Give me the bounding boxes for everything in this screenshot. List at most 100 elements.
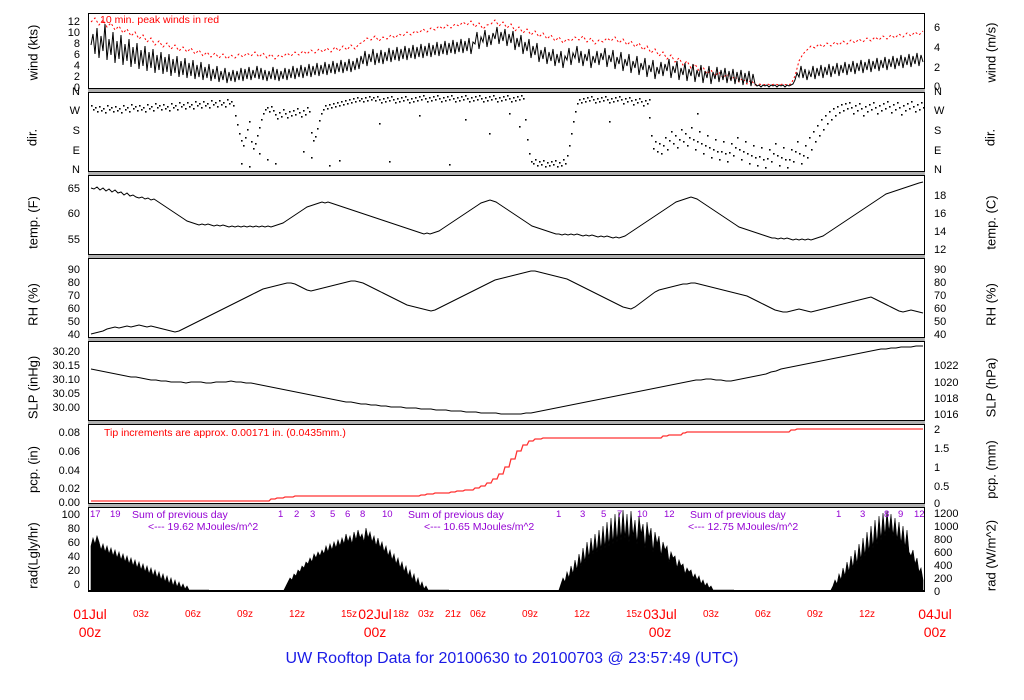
pcp-plot [91, 428, 923, 502]
rad-hour-tick-d4-12: 12 [914, 509, 925, 520]
rh-ytick-40: 40 [67, 329, 80, 341]
pcp-ytick-004: 0.04 [58, 465, 80, 477]
pcp-ytick-006: 0.06 [58, 446, 80, 458]
rad-right-ytick-1000: 1000 [934, 521, 959, 533]
pcp-right-ytick-05: 0.5 [934, 481, 950, 493]
pcp-ytick-008: 0.08 [58, 427, 80, 439]
rh-ytick-70: 70 [67, 290, 80, 302]
wind-right-ytick-6: 6 [934, 22, 941, 34]
rad-hour-tick-d1-17: 17 [90, 509, 101, 520]
slp-panel [88, 341, 925, 421]
rad-hour-tick-d4-8: 8 [884, 509, 890, 520]
rad-hour-tick-d2-5: 5 [330, 509, 336, 520]
slp-ytick-3000: 30.00 [52, 402, 80, 414]
rh-right-ytick-90: 90 [934, 264, 947, 276]
dir-ytick-S: S [72, 125, 80, 137]
pcp-panel [88, 424, 925, 504]
dir-ytick-N-bottom: N [72, 164, 80, 176]
rad-sum-value-day2: <--- 10.65 MJoules/m^2 [424, 521, 535, 533]
rh-plot [90, 270, 924, 335]
chart-title: UW Rooftop Data for 20100630 to 20100703… [285, 650, 739, 667]
rh-right-axis-label: RH (%) [983, 283, 999, 326]
rad-ytick-40: 40 [67, 551, 80, 563]
rh-ytick-90: 90 [67, 264, 80, 276]
pcp-right-ytick-2: 2 [934, 424, 941, 436]
slp-right-ytick-1022: 1022 [934, 360, 959, 372]
panel-separator-3 [88, 255, 925, 258]
xaxis-major-04Jul: 04Jul [918, 606, 952, 622]
panel-separator-4 [88, 338, 925, 341]
rad-hour-tick-d3-12: 12 [664, 509, 675, 520]
rad-sum-value-day3: <--- 12.75 MJoules/m^2 [688, 521, 799, 533]
rad-hour-tick-d3-5: 5 [601, 509, 607, 520]
temp-ytick-55: 55 [67, 234, 80, 246]
xaxis-minor-12z-d3: 12z [858, 609, 876, 620]
dir-right-axis-label: dir. [982, 128, 998, 147]
xaxis-minor-21z-d1: 21z [444, 609, 462, 620]
rh-right-ytick-80: 80 [934, 277, 947, 289]
rh-ytick-60: 60 [67, 303, 80, 315]
wind-ytick-4: 4 [73, 60, 80, 72]
rad-hour-tick-d4-1: 1 [836, 509, 842, 520]
rh-right-ytick-50: 50 [934, 316, 947, 328]
xaxis-major-01Jul: 01Jul [73, 606, 107, 622]
xaxis-major-04Jul-hour: 00z [923, 624, 947, 640]
rad-right-ytick-400: 400 [934, 560, 953, 572]
wind-right-ytick-4: 4 [934, 42, 941, 54]
rad-hour-tick-d2-10: 10 [382, 509, 393, 520]
slp-ytick-3005: 30.05 [52, 388, 80, 400]
rad-right-ytick-200: 200 [934, 573, 953, 585]
rad-plot [90, 509, 924, 590]
rad-hour-tick-d4-3: 3 [860, 509, 866, 520]
rad-hour-tick-d3-3: 3 [580, 509, 586, 520]
rh-ytick-80: 80 [67, 277, 80, 289]
xaxis-minor-09z-d3: 09z [806, 609, 824, 620]
rad-ytick-80: 80 [67, 523, 80, 535]
rad-sum-label-day3: Sum of previous day [690, 509, 786, 521]
slp-right-axis-label: SLP (hPa) [983, 357, 999, 418]
rad-hour-tick-d2-8: 8 [360, 509, 366, 520]
wind-ytick-10: 10 [67, 27, 80, 39]
rad-right-ytick-1200: 1200 [934, 508, 959, 520]
xaxis-minor-03z-d1: 03z [132, 609, 150, 620]
dir-ytick-E: E [72, 145, 80, 157]
rad-hour-tick-d1-19: 19 [110, 509, 121, 520]
rad-panel [88, 507, 925, 592]
xaxis-minor-06z-d1: 06z [184, 609, 202, 620]
rad-left-axis-label: rad(Lgly/hr) [25, 522, 41, 589]
xaxis-minor-18z-d1: 18z [392, 609, 410, 620]
wind-mean-series [90, 23, 924, 88]
xaxis-minor-03z-d3: 03z [702, 609, 720, 620]
temp-left-axis-label: temp. (F) [25, 196, 41, 249]
slp-right-ytick-1018: 1018 [934, 393, 959, 405]
rad-right-ytick-600: 600 [934, 547, 953, 559]
rad-right-axis-label: rad (W/m^2) [983, 519, 999, 592]
rad-day2-area [283, 527, 449, 590]
dir-right-ytick-E: E [934, 145, 942, 157]
rh-right-ytick-70: 70 [934, 290, 947, 302]
slp-plot [90, 345, 923, 415]
pcp-right-ytick-1: 1 [934, 462, 941, 474]
temp-right-ytick-18: 18 [934, 190, 947, 202]
rad-ytick-20: 20 [67, 565, 80, 577]
pcp-tip-annotation: Tip increments are approx. 0.00171 in. (… [104, 427, 346, 439]
xaxis-minor-12z-d1: 12z [288, 609, 306, 620]
temp-panel [88, 175, 925, 255]
slp-ytick-3010: 30.10 [52, 374, 80, 386]
rh-right-ytick-60: 60 [934, 303, 947, 315]
wind-right-axis-label: wind (m/s) [983, 22, 999, 83]
xaxis-minor-09z-d1: 09z [236, 609, 254, 620]
rad-sum-value-day1: <--- 19.62 MJoules/m^2 [148, 521, 259, 533]
wind-ytick-2: 2 [73, 71, 80, 83]
slp-right-ytick-1016: 1016 [934, 409, 959, 421]
rad-hour-tick-d3-10: 10 [637, 509, 648, 520]
panel-separator-6 [88, 504, 925, 507]
rh-right-ytick-40: 40 [934, 329, 947, 341]
rad-day3-area [558, 509, 734, 590]
rad-right-ytick-0: 0 [934, 586, 941, 598]
temp-ytick-60: 60 [67, 208, 80, 220]
slp-ytick-3020: 30.20 [52, 346, 80, 358]
wind-left-axis-label: wind (kts) [25, 24, 41, 81]
pcp-right-axis-label: pcp. (mm) [983, 440, 999, 499]
dir-right-ytick-N-bottom: N [934, 164, 942, 176]
